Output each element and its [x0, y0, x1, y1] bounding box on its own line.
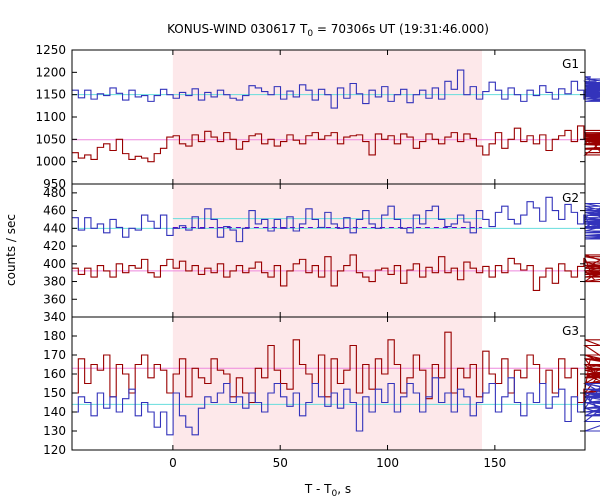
y-tick-label-g1: 1000 — [35, 155, 66, 169]
y-tick-label-g1: 950 — [43, 177, 66, 191]
panel-g2: 340 360 380 400 420 440 460 480 G2 — [43, 183, 600, 324]
y-tick-label-g1: 1100 — [35, 110, 66, 124]
y-tick-label-g1: 1250 — [35, 43, 66, 57]
series-g3-red — [72, 331, 600, 404]
x-axis-label-main: T - T — [304, 482, 332, 496]
x-tick-label: 150 — [483, 456, 506, 470]
y-tick-label-g1: 1200 — [35, 65, 66, 79]
x-axis-label-subscript: 0 — [332, 489, 338, 499]
y-tick-label-g3: 160 — [43, 367, 66, 381]
y-tick-label-g3: 140 — [43, 405, 66, 419]
y-tick-label-g2: 400 — [43, 257, 66, 271]
panel-label-g2: G2 — [562, 191, 579, 205]
y-tick-label-g2: 480 — [43, 186, 66, 200]
y-tick-label-g1: 1050 — [35, 132, 66, 146]
y-tick-label-g3: 130 — [43, 424, 66, 438]
y-tick-label-g2: 440 — [43, 221, 66, 235]
chart-title-subscript: 0 — [307, 29, 313, 39]
panel-label-g3: G3 — [562, 324, 579, 338]
y-tick-label-g3: 170 — [43, 348, 66, 362]
panel-label-g1: G1 — [562, 57, 579, 71]
series-g1-blue — [72, 69, 600, 109]
x-axis-label-rest: , s — [337, 482, 351, 496]
x-tick-label: 50 — [273, 456, 288, 470]
y-tick-label-g2: 360 — [43, 292, 66, 306]
y-tick-label-g2: 380 — [43, 275, 66, 289]
series-g1-red — [72, 125, 600, 163]
y-tick-label-g2: 460 — [43, 204, 66, 218]
series-g2-red — [72, 254, 600, 291]
x-tick-label: 100 — [376, 456, 399, 470]
panel-frame-g3 — [71, 316, 586, 451]
y-axis-label: counts / sec — [4, 214, 18, 286]
x-axis-label: T - T0, s — [304, 482, 351, 499]
chart-title: KONUS-WIND 030617 T0 = 70306s UT (19:31:… — [167, 22, 489, 39]
y-tick-label-g1: 1150 — [35, 88, 66, 102]
chart-title-main: KONUS-WIND 030617 T — [167, 22, 308, 36]
y-tick-label-g3: 150 — [43, 386, 66, 400]
panel-g3: 120 130 140 150 160 170 180 G3 — [43, 316, 600, 457]
chart-title-rest: = 70306s UT (19:31:46.000) — [313, 22, 489, 36]
y-tick-label-g2: 420 — [43, 239, 66, 253]
x-tick-label: 0 — [169, 456, 177, 470]
series-g2-blue — [72, 196, 600, 243]
series-g3-blue — [72, 377, 600, 436]
shaded-interval — [172, 50, 482, 450]
y-tick-label-g3: 120 — [43, 443, 66, 457]
y-tick-label-g3: 180 — [43, 329, 66, 343]
y-tick-label-g2: 340 — [43, 310, 66, 324]
